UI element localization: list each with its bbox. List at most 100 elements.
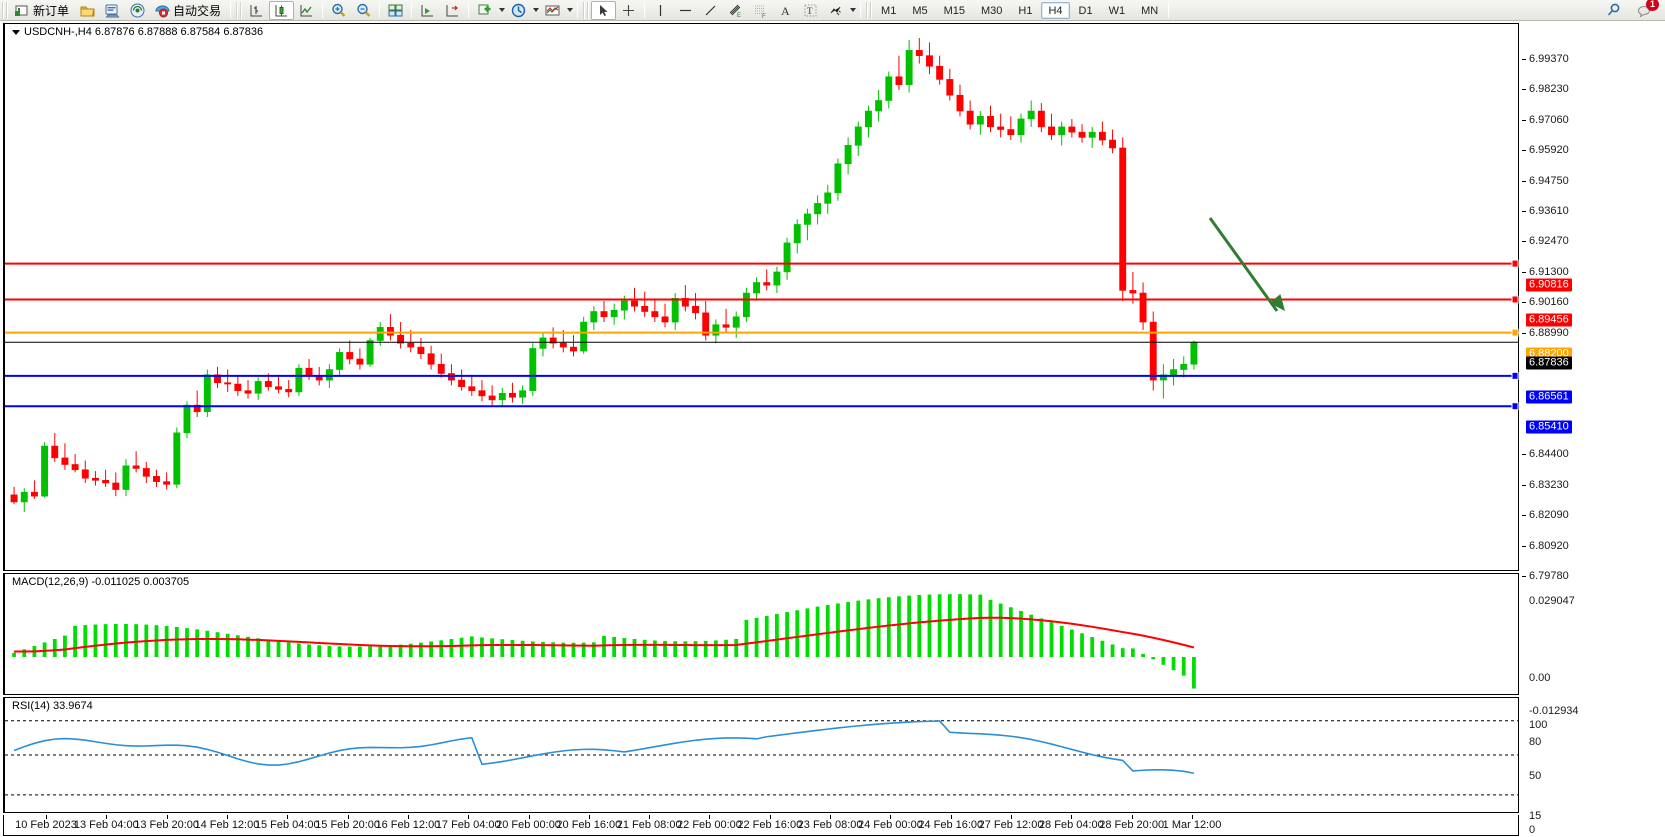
timeframe-d1[interactable]: D1 bbox=[1078, 4, 1093, 17]
macd-pane[interactable]: MACD(12,26,9) -0.011025 0.003705 bbox=[3, 573, 1519, 695]
time-tick-label: 28 Feb 04:00 bbox=[1038, 819, 1104, 831]
toolbar-separator bbox=[230, 2, 232, 18]
rsi-axis[interactable]: 100 80 50 15 0 bbox=[1521, 718, 1661, 836]
toolbar-grip-3[interactable] bbox=[583, 1, 590, 19]
time-tick-mark bbox=[106, 815, 108, 819]
toolbar-grip-4[interactable] bbox=[866, 1, 873, 19]
auto-scroll-icon bbox=[419, 2, 436, 19]
rsi-plot bbox=[5, 720, 1519, 796]
price-level-label-resistance-1[interactable]: 6.89456 bbox=[1526, 313, 1572, 327]
time-tick-label: 15 Feb 20:00 bbox=[315, 819, 380, 831]
price-level-label-resistance-2[interactable]: 6.90816 bbox=[1526, 278, 1572, 292]
new-order-button[interactable]: 新订单 bbox=[10, 1, 75, 20]
autotrading-icon bbox=[154, 2, 171, 19]
period-separator-dropdown[interactable] bbox=[531, 2, 540, 19]
tile-windows-button[interactable] bbox=[383, 1, 408, 20]
price-pane[interactable]: USDCNH-,H4 6.87876 6.87888 6.87584 6.878… bbox=[3, 23, 1519, 571]
time-tick-label: 16 Feb 12:00 bbox=[375, 819, 441, 831]
bar-chart-button[interactable] bbox=[244, 1, 269, 20]
add-indicator-dropdown[interactable] bbox=[497, 2, 506, 19]
chart-area[interactable]: USDCNH-,H4 6.87876 6.87888 6.87584 6.878… bbox=[0, 21, 1665, 837]
templates-icon bbox=[544, 2, 561, 19]
crosshair-button[interactable] bbox=[616, 1, 641, 20]
time-tick-mark bbox=[468, 815, 470, 819]
price-tick: 6.91300 bbox=[1522, 265, 1569, 278]
toolbar-separator-2 bbox=[322, 2, 324, 18]
time-tick-label: 15 Feb 04:00 bbox=[254, 819, 320, 831]
zoom-in-button[interactable] bbox=[326, 1, 351, 20]
price-level-label-support-2[interactable]: 6.85410 bbox=[1526, 420, 1572, 434]
time-tick-mark bbox=[1011, 815, 1013, 819]
timeframe-m1[interactable]: M1 bbox=[881, 4, 897, 17]
text-icon: A bbox=[777, 2, 794, 19]
search-button[interactable] bbox=[1601, 1, 1626, 20]
timeframe-mn[interactable]: MN bbox=[1141, 4, 1159, 17]
autotrading-button[interactable]: 自动交易 bbox=[150, 1, 227, 20]
time-tick-mark bbox=[890, 815, 892, 819]
text-label-button[interactable]: T bbox=[798, 1, 823, 20]
timeframe-w1[interactable]: W1 bbox=[1108, 4, 1126, 17]
price-tick: 6.84400 bbox=[1522, 447, 1569, 460]
symbol-label-container: USDCNH-,H4 6.87876 6.87888 6.87584 6.878… bbox=[10, 26, 266, 38]
timeframe-m5[interactable]: M5 bbox=[912, 4, 928, 17]
rsi-tick: 100 bbox=[1529, 719, 1548, 731]
text-label-icon: T bbox=[802, 2, 819, 19]
text-button[interactable]: A bbox=[773, 1, 798, 20]
horizontal-line-button[interactable] bbox=[673, 1, 698, 20]
macd-plot bbox=[12, 594, 1196, 689]
trendline-icon bbox=[702, 2, 719, 19]
zoom-out-button[interactable] bbox=[351, 1, 376, 20]
folder-button[interactable] bbox=[75, 1, 100, 20]
line-chart-button[interactable] bbox=[294, 1, 319, 20]
time-tick-label: 28 Feb 20:00 bbox=[1099, 819, 1165, 831]
macd-axis[interactable]: 0.029047 0.00 -0.012934 bbox=[1521, 594, 1661, 717]
candlestick-chart-button[interactable] bbox=[269, 0, 295, 20]
notifications-button[interactable]: 1 bbox=[1632, 0, 1659, 20]
signal-button[interactable] bbox=[125, 1, 150, 20]
timeframe-m30[interactable]: M30 bbox=[981, 4, 1003, 17]
time-tick-label: 23 Feb 08:00 bbox=[797, 819, 863, 831]
price-tick: 6.98230 bbox=[1522, 83, 1569, 96]
rsi-pane[interactable]: RSI(14) 33.9674 bbox=[3, 697, 1519, 813]
time-axis[interactable]: 10 Feb 2023 13 Feb 04:00 13 Feb 20:00 14 Fe… bbox=[3, 815, 1519, 836]
templates-button[interactable] bbox=[540, 1, 565, 20]
toolbar-separator-8 bbox=[860, 2, 862, 18]
rsi-tick: 15 bbox=[1529, 809, 1542, 822]
trend-arrow-annotation bbox=[1208, 217, 1285, 312]
terminal-button[interactable] bbox=[100, 1, 125, 20]
symbol-dropdown-icon[interactable] bbox=[12, 29, 20, 35]
time-tick-mark bbox=[769, 815, 771, 819]
new-order-icon bbox=[14, 2, 31, 19]
toolbar-grip[interactable] bbox=[2, 1, 8, 19]
time-tick-mark bbox=[649, 815, 651, 819]
auto-scroll-button[interactable] bbox=[415, 1, 440, 20]
vertical-line-button[interactable] bbox=[648, 1, 673, 20]
notification-badge: 1 bbox=[1646, 0, 1659, 11]
add-indicator-button[interactable] bbox=[472, 1, 497, 20]
timeframe-h1[interactable]: H1 bbox=[1018, 4, 1033, 17]
shapes-button[interactable] bbox=[823, 1, 848, 20]
price-axis[interactable]: 6.99370 6.98230 6.97060 6.95920 6.94750 6.936… bbox=[1521, 44, 1661, 592]
time-tick-mark bbox=[166, 815, 168, 819]
timeframe-h4[interactable]: H4 bbox=[1041, 1, 1070, 19]
fibonacci-retracement-button[interactable]: F bbox=[748, 1, 773, 20]
chart-shift-button[interactable] bbox=[440, 1, 465, 20]
fibonacci-retracement-icon: F bbox=[752, 2, 769, 19]
period-separator-button[interactable] bbox=[506, 1, 531, 20]
chart-shift-icon bbox=[444, 2, 461, 19]
trendline-button[interactable] bbox=[698, 1, 723, 20]
svg-text:A: A bbox=[781, 4, 790, 18]
rsi-tick: 50 bbox=[1529, 770, 1542, 782]
crosshair-icon bbox=[620, 2, 637, 19]
templates-dropdown[interactable] bbox=[565, 2, 574, 19]
price-level-label-current-price[interactable]: 6.87836 bbox=[1526, 356, 1572, 370]
signal-icon bbox=[129, 2, 146, 19]
price-level-label-support-1[interactable]: 6.86561 bbox=[1526, 390, 1572, 404]
shapes-dropdown[interactable] bbox=[848, 2, 857, 19]
toolbar-grip-2[interactable] bbox=[236, 1, 243, 19]
equidistant-channel-icon: E bbox=[727, 2, 744, 19]
timeframe-m15[interactable]: M15 bbox=[943, 4, 965, 17]
cursor-button[interactable] bbox=[591, 0, 617, 20]
time-tick-mark bbox=[709, 815, 711, 819]
equidistant-channel-button[interactable]: E bbox=[723, 1, 748, 20]
